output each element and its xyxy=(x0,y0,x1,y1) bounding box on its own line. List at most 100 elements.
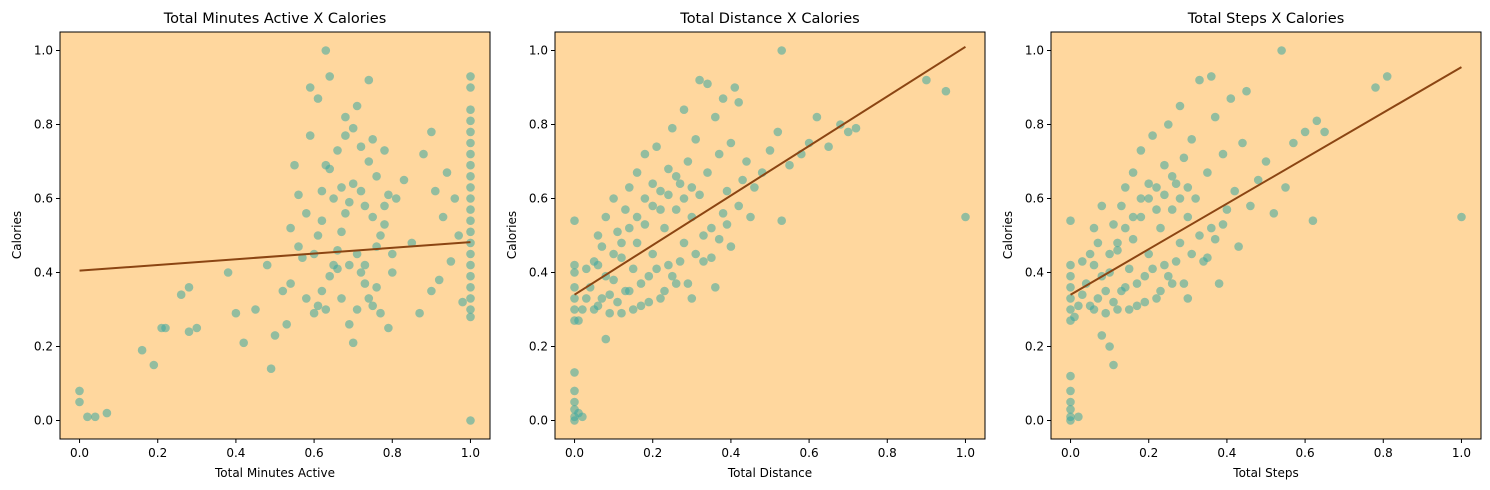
data-point xyxy=(1136,212,1146,222)
data-point xyxy=(337,294,346,303)
data-point xyxy=(321,305,331,314)
data-point xyxy=(364,75,374,85)
data-point xyxy=(1113,246,1122,255)
data-point xyxy=(1074,412,1083,422)
data-point xyxy=(1261,157,1271,166)
data-point xyxy=(364,157,374,166)
data-point xyxy=(605,308,614,318)
data-point xyxy=(313,231,323,240)
data-point xyxy=(352,101,362,111)
data-point xyxy=(348,179,358,188)
data-point xyxy=(384,190,393,200)
y-tick-label: 0.4 xyxy=(529,266,548,280)
data-point xyxy=(427,286,436,296)
data-point xyxy=(294,242,303,251)
data-point xyxy=(711,283,720,292)
data-point xyxy=(360,279,370,288)
data-point xyxy=(1289,138,1298,148)
data-point xyxy=(294,190,303,200)
data-point xyxy=(660,286,669,296)
data-point xyxy=(656,205,665,214)
data-point xyxy=(1128,212,1138,222)
data-point xyxy=(1066,397,1075,407)
data-point xyxy=(1320,127,1329,137)
y-tick-label: 0.8 xyxy=(1025,118,1044,132)
data-point xyxy=(1078,257,1087,266)
data-point xyxy=(1144,194,1153,203)
x-axis-label: Total Minutes Active xyxy=(214,466,335,480)
data-point xyxy=(1179,279,1189,288)
x-tick-label: 1.0 xyxy=(956,446,975,460)
data-point xyxy=(824,142,833,151)
x-tick-label: 0.4 xyxy=(721,446,740,460)
data-point xyxy=(309,308,319,318)
data-point xyxy=(1121,223,1130,233)
data-point xyxy=(613,297,622,307)
data-point xyxy=(1253,175,1263,185)
data-point xyxy=(431,186,440,196)
data-point xyxy=(466,183,475,192)
data-point xyxy=(617,253,626,262)
data-point xyxy=(1222,205,1232,214)
data-point xyxy=(1210,234,1220,244)
data-point xyxy=(593,231,603,240)
data-point xyxy=(1238,138,1247,148)
data-point xyxy=(1140,297,1150,307)
data-point xyxy=(1230,186,1239,196)
data-point xyxy=(1167,279,1177,288)
data-point xyxy=(714,234,724,244)
data-point xyxy=(1128,168,1138,177)
x-axis-label: Total Distance xyxy=(727,466,812,480)
data-point xyxy=(1066,260,1075,270)
data-point xyxy=(1136,146,1146,155)
data-point xyxy=(1175,194,1185,203)
y-tick-label: 0.0 xyxy=(1025,414,1044,428)
data-point xyxy=(625,223,634,233)
data-point xyxy=(317,286,327,296)
data-point xyxy=(625,183,634,192)
data-point xyxy=(399,175,409,185)
data-point xyxy=(137,345,147,355)
x-tick-label: 0.8 xyxy=(1374,446,1393,460)
plot-area xyxy=(60,32,490,439)
data-point xyxy=(632,212,642,222)
data-point xyxy=(1195,75,1204,85)
data-point xyxy=(75,397,84,407)
data-point xyxy=(348,338,358,348)
trend-line xyxy=(79,241,471,272)
data-point xyxy=(601,212,611,222)
y-tick-label: 1.0 xyxy=(529,44,548,58)
data-point xyxy=(1203,168,1212,177)
data-point xyxy=(345,320,354,329)
data-point xyxy=(578,305,587,314)
data-point xyxy=(691,249,700,259)
data-point xyxy=(102,408,112,418)
x-tick-label: 0.4 xyxy=(226,446,245,460)
data-point xyxy=(302,209,311,218)
data-point xyxy=(1097,201,1107,211)
data-point xyxy=(1128,234,1138,244)
data-point xyxy=(1183,183,1193,192)
y-tick-label: 0.6 xyxy=(529,192,548,206)
data-point xyxy=(384,323,393,333)
data-point xyxy=(1382,72,1392,81)
data-point xyxy=(341,131,350,140)
data-point xyxy=(380,201,389,211)
data-point xyxy=(325,164,335,174)
data-point xyxy=(1156,223,1165,233)
data-point xyxy=(466,127,475,137)
data-point xyxy=(714,149,724,159)
data-point xyxy=(1148,131,1157,140)
y-tick-label: 0.2 xyxy=(34,340,53,354)
data-point xyxy=(628,264,638,274)
data-points xyxy=(1066,46,1466,425)
data-point xyxy=(388,268,397,277)
data-point xyxy=(683,157,693,166)
data-point xyxy=(466,160,475,170)
data-point xyxy=(1457,212,1466,222)
data-point xyxy=(1093,238,1103,248)
data-point xyxy=(675,179,685,188)
data-point xyxy=(679,238,689,248)
data-point xyxy=(1167,172,1177,181)
